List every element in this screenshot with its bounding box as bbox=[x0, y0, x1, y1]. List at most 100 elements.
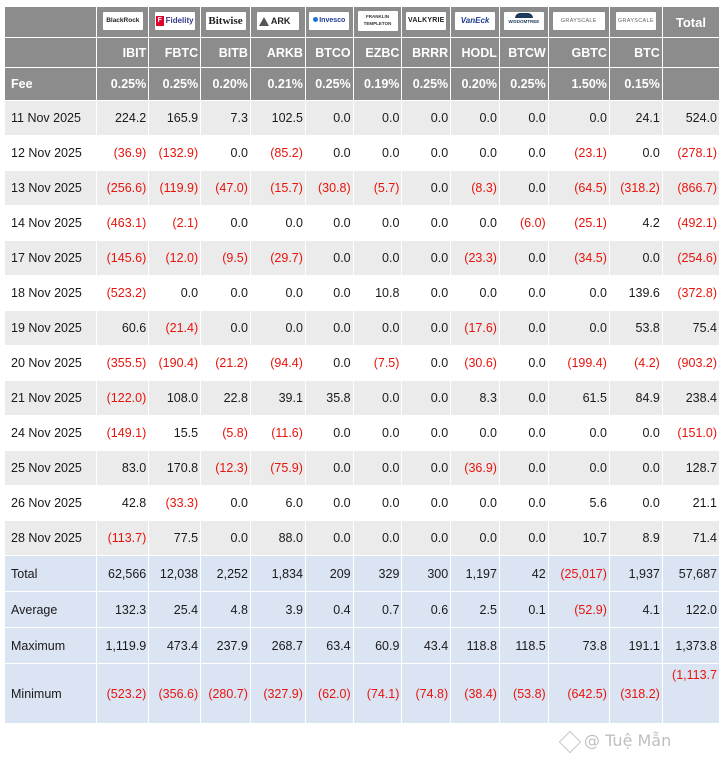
flow-cell: 0.0 bbox=[305, 451, 353, 485]
total-column-header: Total bbox=[662, 7, 719, 37]
row-total: (254.6) bbox=[662, 241, 719, 275]
flow-cell: 0.0 bbox=[305, 276, 353, 310]
summary-cell: 300 bbox=[402, 556, 451, 591]
fee-bitb: 0.20% bbox=[201, 68, 250, 100]
summary-cell: 132.3 bbox=[97, 592, 149, 627]
summary-cell: 1,937 bbox=[609, 556, 662, 591]
summary-cell: 473.4 bbox=[149, 628, 201, 663]
fee-total-blank bbox=[662, 68, 719, 100]
flow-cell: (34.5) bbox=[548, 241, 609, 275]
flow-cell: 0.0 bbox=[201, 311, 250, 345]
summary-cell: 237.9 bbox=[201, 628, 250, 663]
flow-cell: 102.5 bbox=[250, 101, 305, 135]
row-date: 17 Nov 2025 bbox=[5, 241, 97, 275]
summary-cell: (642.5) bbox=[548, 664, 609, 723]
flow-cell: (12.3) bbox=[201, 451, 250, 485]
flow-cell: 0.0 bbox=[305, 311, 353, 345]
flow-cell: (149.1) bbox=[97, 416, 149, 450]
flow-cell: 10.7 bbox=[548, 521, 609, 555]
corner-cell bbox=[5, 7, 97, 37]
ticker-hodl: HODL bbox=[451, 38, 499, 67]
flow-cell: 0.0 bbox=[353, 521, 402, 555]
flow-cell: 22.8 bbox=[201, 381, 250, 415]
ticker-btc: BTC bbox=[609, 38, 662, 67]
invesco-dot-icon bbox=[313, 17, 319, 23]
flow-cell: 0.0 bbox=[353, 101, 402, 135]
flow-cell: (132.9) bbox=[149, 136, 201, 170]
vaneck-logo: VanEck bbox=[455, 11, 496, 30]
row-total: 75.4 bbox=[662, 311, 719, 345]
row-date: 12 Nov 2025 bbox=[5, 136, 97, 170]
flow-cell: (21.4) bbox=[149, 311, 201, 345]
table-row: 28 Nov 2025 (113.7) 77.5 0.0 88.0 0.0 0.0 0.0 0.… bbox=[5, 521, 719, 555]
flow-cell: (318.2) bbox=[609, 171, 662, 205]
flow-cell: 42.8 bbox=[97, 486, 149, 520]
summary-cell: (25,017) bbox=[548, 556, 609, 591]
flow-cell: 0.0 bbox=[499, 346, 548, 380]
franklin-templeton-logo: FRANKLIN TEMPLETON bbox=[357, 10, 398, 31]
flow-cell: (36.9) bbox=[97, 136, 149, 170]
table-row: 11 Nov 2025 224.2 165.9 7.3 102.5 0.0 0.0 0.0 0.… bbox=[5, 101, 719, 135]
summary-cell: 268.7 bbox=[250, 628, 305, 663]
flow-cell: (6.0) bbox=[499, 206, 548, 240]
flow-cell: 0.0 bbox=[548, 311, 609, 345]
summary-label: Total bbox=[5, 556, 97, 591]
flow-cell: 0.0 bbox=[201, 486, 250, 520]
table-row: 25 Nov 2025 83.0 170.8 (12.3) (75.9) 0.0 0.0 0.… bbox=[5, 451, 719, 485]
row-date: 18 Nov 2025 bbox=[5, 276, 97, 310]
row-total: (903.2) bbox=[662, 346, 719, 380]
flow-cell: 24.1 bbox=[609, 101, 662, 135]
flow-cell: 8.3 bbox=[451, 381, 499, 415]
etf-flows-table: BlackRock F Fidelity Bitwise ARK Invesco… bbox=[4, 6, 720, 724]
row-date: 28 Nov 2025 bbox=[5, 521, 97, 555]
row-date: 21 Nov 2025 bbox=[5, 381, 97, 415]
flow-cell: (5.7) bbox=[353, 171, 402, 205]
flow-cell: (9.5) bbox=[201, 241, 250, 275]
row-date: 19 Nov 2025 bbox=[5, 311, 97, 345]
summary-cell: 0.6 bbox=[402, 592, 451, 627]
table-row: 18 Nov 2025 (523.2) 0.0 0.0 0.0 0.0 10.8 0.0 0.0… bbox=[5, 276, 719, 310]
row-date: 11 Nov 2025 bbox=[5, 101, 97, 135]
ticker-corner bbox=[5, 38, 97, 67]
flow-cell: (11.6) bbox=[250, 416, 305, 450]
summary-cell: (53.8) bbox=[499, 664, 548, 723]
flow-cell: (5.8) bbox=[201, 416, 250, 450]
summary-cell: (523.2) bbox=[97, 664, 149, 723]
watermark: @ Tuệ Mẫn bbox=[558, 730, 671, 753]
summary-cell: 42 bbox=[499, 556, 548, 591]
bitwise-logo: Bitwise bbox=[205, 11, 246, 30]
flow-cell: (17.6) bbox=[451, 311, 499, 345]
row-total: 128.7 bbox=[662, 451, 719, 485]
flow-cell: 0.0 bbox=[402, 206, 451, 240]
ticker-arkb: ARKB bbox=[250, 38, 305, 67]
invesco-logo: Invesco bbox=[309, 11, 350, 30]
flow-cell: (23.1) bbox=[548, 136, 609, 170]
flow-cell: 88.0 bbox=[250, 521, 305, 555]
flow-cell: 0.0 bbox=[353, 311, 402, 345]
row-total: 71.4 bbox=[662, 521, 719, 555]
flow-cell: 0.0 bbox=[402, 241, 451, 275]
grayscale-logo-gbtc: GRAYSCALE bbox=[552, 11, 605, 30]
flow-cell: (355.5) bbox=[97, 346, 149, 380]
fee-arkb: 0.21% bbox=[250, 68, 305, 100]
flow-cell: 0.0 bbox=[402, 311, 451, 345]
flow-cell: 0.0 bbox=[499, 101, 548, 135]
flow-cell: (12.0) bbox=[149, 241, 201, 275]
ticker-row: IBIT FBTC BITB ARKB BTCO EZBC BRRR HODL BTCW GBTC… bbox=[5, 38, 719, 67]
row-date: 26 Nov 2025 bbox=[5, 486, 97, 520]
summary-cell: 118.5 bbox=[499, 628, 548, 663]
row-total: (151.0) bbox=[662, 416, 719, 450]
summary-label: Maximum bbox=[5, 628, 97, 663]
summary-cell: 43.4 bbox=[402, 628, 451, 663]
flow-cell: 0.0 bbox=[250, 311, 305, 345]
fee-ibit: 0.25% bbox=[97, 68, 149, 100]
summary-cell: 4.8 bbox=[201, 592, 250, 627]
flow-cell: 224.2 bbox=[97, 101, 149, 135]
flow-cell: 0.0 bbox=[305, 101, 353, 135]
table-row: 24 Nov 2025 (149.1) 15.5 (5.8) (11.6) 0.0 0.0 0… bbox=[5, 416, 719, 450]
flow-cell: 0.0 bbox=[402, 451, 451, 485]
flow-cell: 0.0 bbox=[305, 346, 353, 380]
summary-cell: 0.7 bbox=[353, 592, 402, 627]
ticker-bitb: BITB bbox=[201, 38, 250, 67]
flow-cell: 10.8 bbox=[353, 276, 402, 310]
